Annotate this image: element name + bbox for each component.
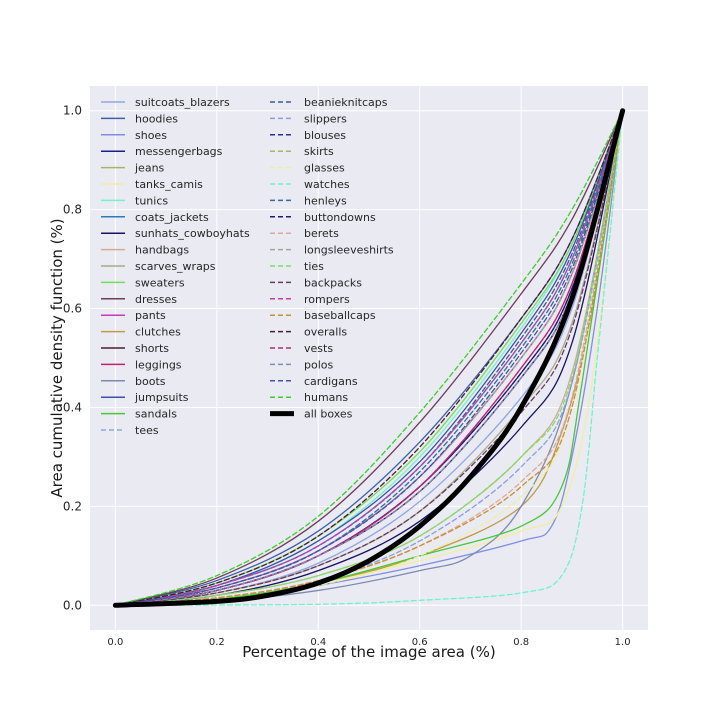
series-line-dresses bbox=[114, 110, 624, 606]
legend-label: humans bbox=[304, 391, 348, 404]
series-line-baseballcaps bbox=[114, 110, 624, 606]
legend-label: shorts bbox=[135, 342, 169, 355]
legend-label: sunhats_cowboyhats bbox=[135, 227, 250, 240]
series-line-henleys bbox=[114, 110, 624, 606]
legend-label: overalls bbox=[304, 326, 347, 339]
x-tick-label: 1.0 bbox=[615, 637, 631, 648]
legend-label: dresses bbox=[135, 293, 177, 306]
series-line-longsleeveshirts bbox=[114, 110, 624, 606]
x-axis-label: Percentage of the image area (%) bbox=[242, 643, 495, 661]
legend-label: suitcoats_blazers bbox=[135, 96, 230, 109]
y-tick-label: 0.4 bbox=[63, 400, 82, 414]
series-line-cardigans bbox=[114, 110, 624, 606]
series-line-backpacks bbox=[114, 110, 624, 606]
series-line-all-boxes bbox=[112, 108, 626, 608]
y-tick-label: 0.8 bbox=[63, 203, 82, 217]
legend-label: clutches bbox=[135, 326, 181, 339]
legend-label: baseballcaps bbox=[304, 309, 376, 322]
legend-label: cardigans bbox=[304, 375, 358, 388]
legend-label: shoes bbox=[135, 129, 167, 142]
x-tick-label: 0.0 bbox=[107, 637, 123, 648]
y-tick-label: 0.2 bbox=[63, 499, 82, 513]
series-line-humans bbox=[114, 110, 624, 606]
legend-label: rompers bbox=[304, 293, 350, 306]
legend-label: buttondowns bbox=[304, 211, 376, 224]
tick-labels: 0.0 0.0 0.2 0.2 0.4 0.4 0.6 0.6 0.8 0.8 1.0 1.0 bbox=[63, 104, 631, 648]
legend-label: boots bbox=[135, 375, 166, 388]
series-line-ties bbox=[114, 110, 624, 606]
legend-label: leggings bbox=[135, 358, 182, 371]
legend-label: vests bbox=[304, 342, 333, 355]
legend-label: jeans bbox=[134, 162, 165, 175]
legend-label: messengerbags bbox=[135, 145, 223, 158]
series-line-vests bbox=[114, 110, 624, 606]
series-line-watches bbox=[114, 110, 624, 606]
plot-area bbox=[90, 86, 648, 630]
y-tick-label: 0.6 bbox=[63, 302, 82, 316]
legend-label: polos bbox=[304, 358, 333, 371]
y-tick-label: 0.0 bbox=[63, 598, 82, 612]
legend-label: pants bbox=[135, 309, 166, 322]
legend-label: handbags bbox=[135, 244, 189, 257]
legend-label: scarves_wraps bbox=[135, 260, 216, 273]
series-line-overalls bbox=[114, 110, 624, 606]
x-tick-label: 0.2 bbox=[209, 637, 225, 648]
legend-label: ties bbox=[304, 260, 324, 273]
legend-label: jumpsuits bbox=[134, 391, 189, 404]
grid-lines bbox=[90, 86, 648, 630]
legend-label: sandals bbox=[135, 408, 177, 421]
legend-label: skirts bbox=[304, 145, 334, 158]
legend-label: coats_jackets bbox=[135, 211, 209, 224]
legend-label: berets bbox=[304, 227, 339, 240]
legend-label: tees bbox=[135, 424, 159, 437]
legend-label: sweaters bbox=[135, 276, 185, 289]
legend-label: henleys bbox=[304, 194, 347, 207]
legend-label: longsleeveshirts bbox=[304, 244, 394, 257]
series-lines bbox=[112, 108, 626, 608]
legend-label: tanks_camis bbox=[135, 178, 203, 191]
x-tick-label: 0.4 bbox=[310, 637, 326, 648]
legend-label: glasses bbox=[304, 162, 345, 175]
legend-label: backpacks bbox=[304, 276, 362, 289]
legend-label: beanieknitcaps bbox=[304, 96, 388, 109]
series-line-sandals bbox=[114, 110, 624, 606]
y-tick-label: 1.0 bbox=[63, 104, 82, 118]
legend-label: blouses bbox=[304, 129, 346, 142]
x-tick-label: 0.8 bbox=[513, 637, 529, 648]
legend-label: slippers bbox=[304, 112, 347, 125]
legend-label: watches bbox=[304, 178, 350, 191]
x-tick-label: 0.6 bbox=[412, 637, 428, 648]
y-axis-label: Area cumulative density function (%) bbox=[48, 218, 66, 497]
legend-label: hoodies bbox=[135, 112, 178, 125]
series-line-glasses bbox=[114, 110, 624, 606]
legend-label: all boxes bbox=[304, 408, 353, 421]
legend-label: tunics bbox=[135, 194, 168, 207]
series-line-rompers bbox=[114, 110, 624, 606]
